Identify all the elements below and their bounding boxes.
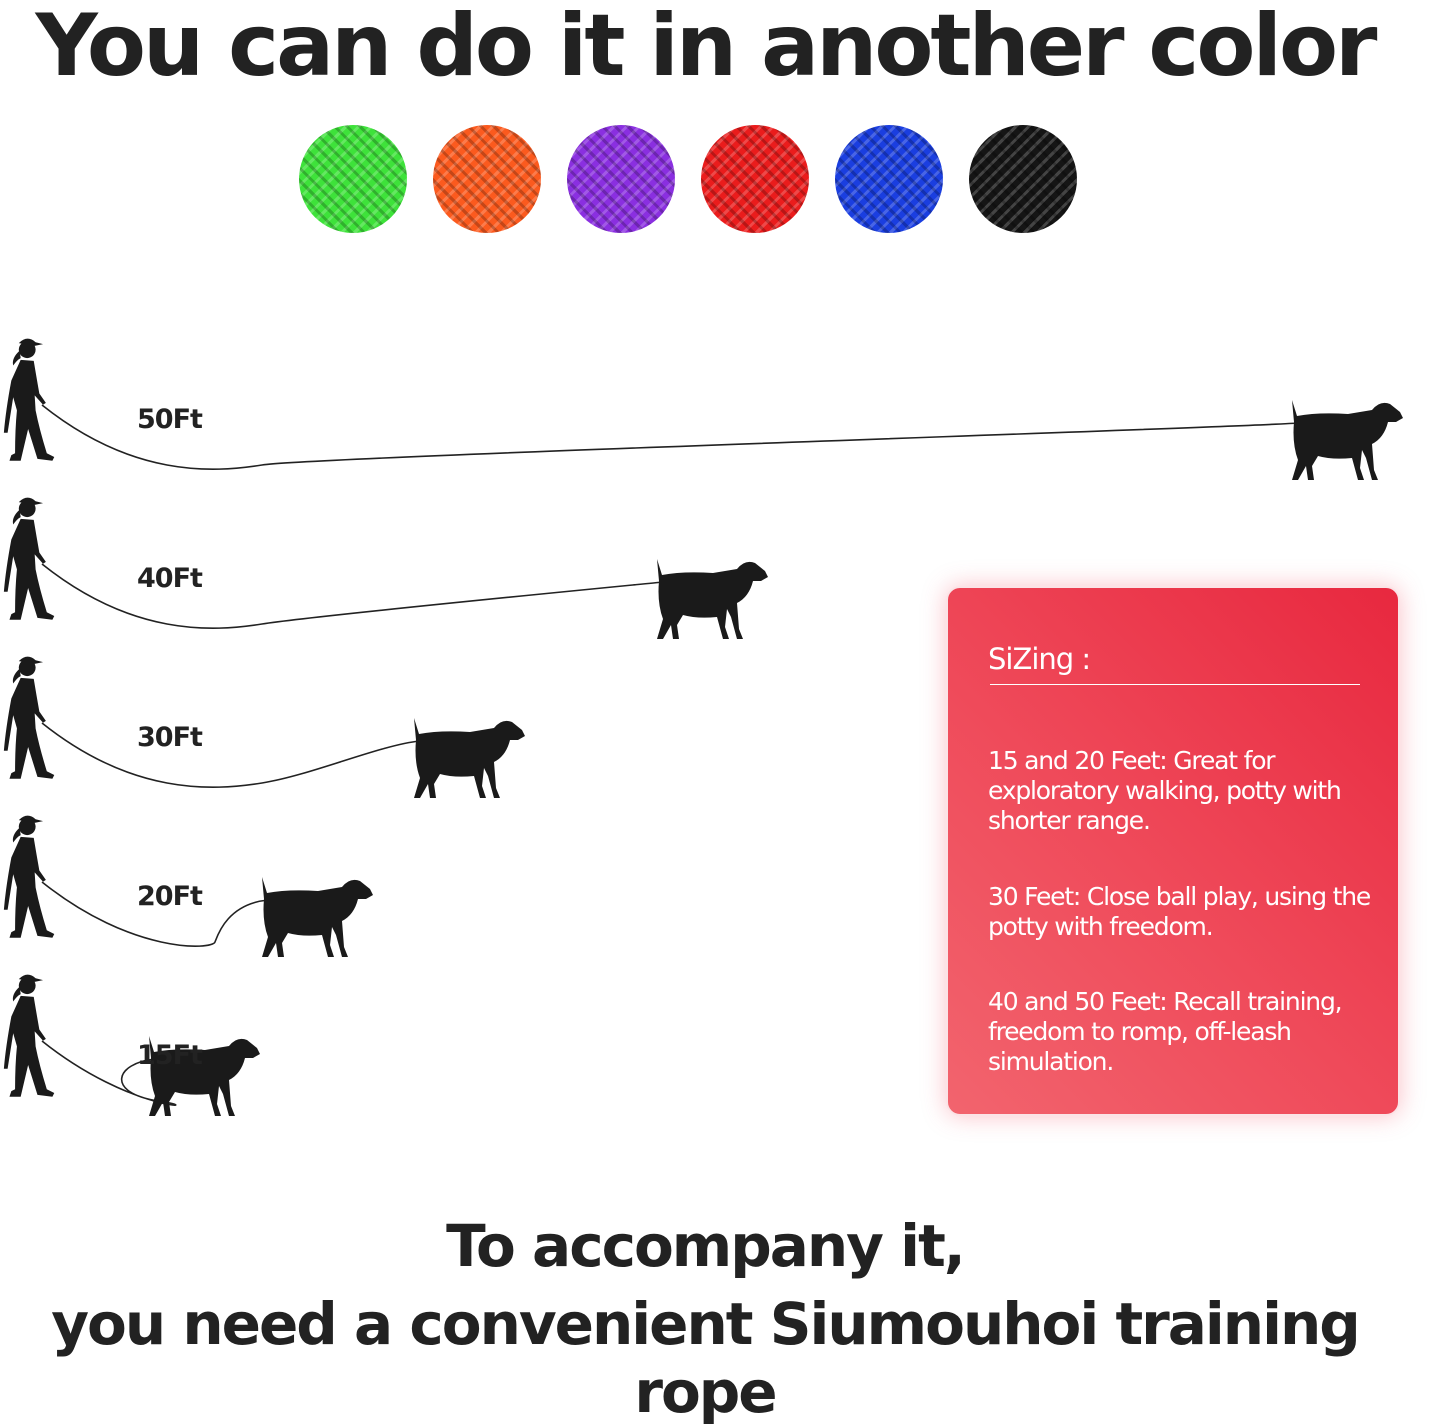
walker-icon	[3, 974, 55, 1097]
color-swatch-red	[701, 125, 809, 233]
color-swatch-purple	[567, 125, 675, 233]
length-label: 15Ft	[137, 1040, 203, 1071]
walker-icon	[3, 656, 55, 779]
sizing-divider	[990, 684, 1360, 685]
walker-icon	[3, 815, 55, 938]
sizing-heading: SiZing :	[988, 642, 1091, 676]
dog-icon	[657, 559, 768, 639]
sizing-item-short: 15 and 20 Feet: Great for exploratory wa…	[988, 746, 1342, 835]
walker-icon	[3, 338, 55, 461]
leash-line	[41, 563, 664, 629]
sizing-card: SiZing : 15 and 20 Feet: Great for explo…	[946, 586, 1400, 1116]
walker-icon	[3, 497, 55, 620]
color-swatch-black	[969, 125, 1077, 233]
footer-line-2: you need a convenient Siumouhoi training…	[51, 1290, 1361, 1426]
leash-line	[41, 722, 421, 788]
sizing-item-medium: 30 Feet: Close ball play, using the pott…	[988, 882, 1371, 941]
color-swatch-green	[299, 125, 407, 233]
headline: You can do it in another color	[35, 0, 1378, 96]
dog-icon	[1292, 400, 1403, 480]
leash-length-illustration: 50Ft 40Ft 30Ft 20Ft 15Ft	[3, 338, 1403, 1116]
sizing-item-long: 40 and 50 Feet: Recall training, freedom…	[988, 987, 1343, 1076]
leash-line	[41, 404, 1299, 470]
dog-icon	[414, 718, 525, 798]
color-swatch-blue	[835, 125, 943, 233]
footer-line-1: To accompany it,	[446, 1212, 966, 1280]
length-label: 30Ft	[137, 722, 203, 753]
length-label: 40Ft	[137, 563, 203, 594]
leash-line	[41, 881, 269, 947]
dog-icon	[262, 877, 373, 957]
color-swatch-orange	[433, 125, 541, 233]
length-label: 20Ft	[137, 881, 203, 912]
length-label: 50Ft	[137, 404, 203, 435]
